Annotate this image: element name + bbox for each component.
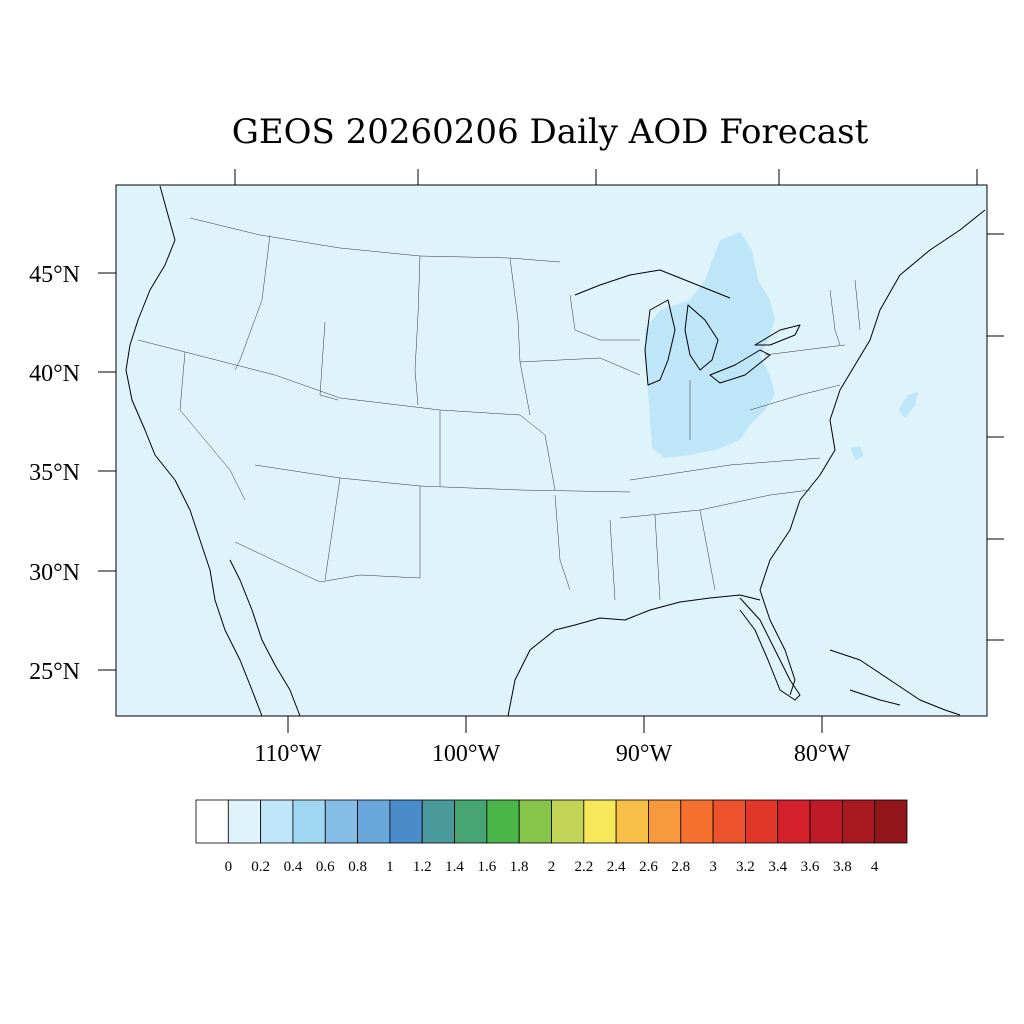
state-borders: [137, 234, 861, 601]
colorbar-tick-label: 1.8: [510, 859, 529, 875]
colorbar-swatch: [745, 799, 779, 844]
colorbar-tick-label: 0.6: [316, 859, 335, 875]
right-ticks: [987, 233, 1004, 641]
lat-label-30: 30°N: [29, 560, 80, 586]
colorbar-tick-label: 1: [386, 859, 394, 875]
lon-label-110w: 110°W: [254, 741, 322, 767]
colorbar-tick-label: 2.6: [639, 859, 658, 875]
lat-label-40: 40°N: [29, 361, 80, 387]
colorbar-swatch: [357, 799, 391, 844]
colorbar-tick-label: 0.8: [348, 859, 367, 875]
colorbar-swatch: [680, 799, 714, 844]
colorbar-tick-label: 2.2: [574, 859, 593, 875]
colorbar-tick-label: 3.8: [833, 859, 852, 875]
colorbar-swatch: [648, 799, 682, 844]
colorbar-swatch: [454, 799, 488, 844]
colorbar-swatch: [292, 799, 326, 844]
colorbar-swatch: [809, 799, 843, 844]
colorbar-swatch: [195, 799, 229, 844]
lat-label-45: 45°N: [29, 262, 80, 288]
colorbar-tick-label: 2.4: [607, 859, 626, 875]
map-title: GEOS 20260206 Daily AOD Forecast: [232, 112, 869, 152]
map-background: [116, 185, 987, 716]
colorbar-swatch: [421, 799, 455, 844]
colorbar-tick-label: 0.2: [251, 859, 270, 875]
lon-label-100w: 100°W: [432, 741, 501, 767]
lat-label-25: 25°N: [29, 659, 80, 685]
lon-label-90w: 90°W: [616, 741, 673, 767]
colorbar-tick-label: 0: [225, 859, 233, 875]
colorbar-swatch: [389, 799, 423, 844]
colorbar-tick-label: 2: [548, 859, 556, 875]
bottom-ticks: [287, 716, 823, 733]
colorbar-tick-label: 1.4: [445, 859, 464, 875]
colorbar-swatch: [874, 799, 908, 844]
aod-patch-carolina: [850, 446, 864, 460]
longitude-labels: 110°W 100°W 90°W 80°W: [254, 741, 850, 767]
colorbar-tick-label: 1.2: [413, 859, 432, 875]
colorbar-swatch: [260, 799, 294, 844]
colorbar-tick-label: 3.6: [801, 859, 820, 875]
aod-region-great-lakes: [645, 232, 775, 458]
colorbar-swatch: [227, 799, 262, 844]
colorbar-swatch: [583, 799, 617, 844]
aod-patch-atlantic: [898, 392, 918, 418]
colorbar-swatch: [841, 799, 876, 844]
colorbar-swatch: [777, 799, 811, 844]
top-ticks: [234, 169, 978, 185]
colorbar-swatch: [551, 799, 585, 844]
colorbar-swatch: [615, 799, 649, 844]
colorbar-tick-label: 4: [871, 859, 879, 875]
lon-label-80w: 80°W: [794, 741, 851, 767]
colorbar-tick-label: 2.8: [671, 859, 690, 875]
colorbar-swatch: [486, 799, 520, 844]
colorbar-tick-label: 1.6: [477, 859, 496, 875]
left-ticks: [98, 272, 116, 671]
colorbar-tick-label: 3.2: [736, 859, 755, 875]
colorbar-swatch: [712, 799, 746, 844]
coastlines: [125, 185, 986, 717]
map-frame: [115, 184, 988, 717]
lat-label-35: 35°N: [29, 460, 80, 486]
colorbar-tick-label: 3.4: [768, 859, 787, 875]
colorbar-tick-label: 0.4: [284, 859, 303, 875]
colorbar: 0 0.2 0.4 0.6 0.8 1 1.2 1.4 1.6 1.8 2 2.2 2.4 2.6 2.8 3…: [195, 799, 908, 875]
latitude-labels: 45°N 40°N 35°N 30°N 25°N: [29, 262, 80, 685]
colorbar-swatch: [324, 799, 358, 844]
colorbar-swatch: [518, 799, 552, 844]
colorbar-tick-label: 3: [709, 859, 717, 875]
